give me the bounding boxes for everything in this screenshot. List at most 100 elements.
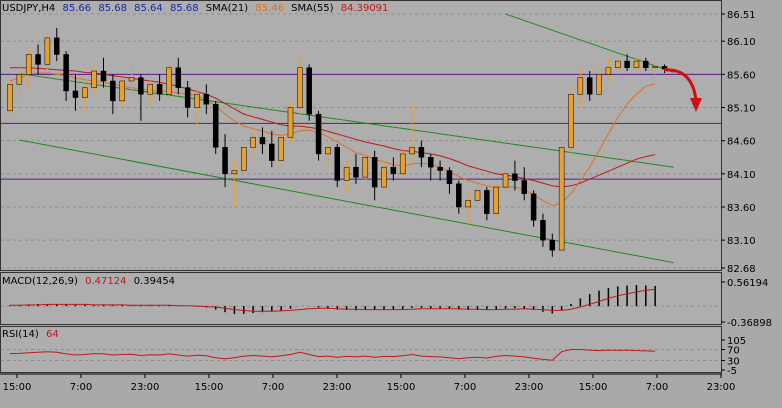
candle-body (409, 147, 415, 155)
candle-body (250, 137, 256, 148)
macd-header: MACD(12,26,9) 0.47124 0.39454 (2, 276, 175, 287)
candle-body (474, 190, 481, 201)
sma21-label: SMA(21) (206, 3, 248, 14)
macd-signal-line (10, 288, 656, 312)
candle-body (586, 77, 593, 95)
price-tick-label: 85.10 (727, 104, 756, 115)
candle-body (549, 239, 556, 251)
candle-body (128, 77, 135, 82)
candle-body (72, 90, 79, 98)
candle-body (110, 80, 116, 102)
candle-body (16, 74, 23, 85)
macd-value: 0.47124 (85, 276, 126, 287)
macd-tick-label: 0.56194 (727, 278, 768, 289)
candle-body (428, 156, 434, 168)
candle-body (493, 186, 499, 214)
candle-body (315, 113, 322, 155)
price-tick-label: 85.60 (727, 70, 756, 81)
candle-body (25, 54, 32, 75)
time-tick-label: 15:00 (579, 382, 608, 393)
candle-body (231, 170, 238, 175)
price-axis-bg (722, 0, 782, 405)
price-pane[interactable] (0, 0, 722, 271)
rsi-tick-label: 105 (727, 336, 746, 347)
ohlc-high: 85.68 (98, 3, 127, 14)
candle-body (100, 70, 107, 82)
time-tick-label: 23:00 (323, 382, 352, 393)
candle-body (568, 93, 574, 148)
time-tick-label: 23:00 (515, 382, 544, 393)
candle-body (184, 87, 191, 108)
main-header: USDJPY,H4 85.66 85.68 85.64 85.68 SMA(21… (2, 3, 388, 14)
candle-body (381, 166, 387, 188)
macd-tick-label: -0.36898 (727, 318, 772, 329)
price-tick-label: 86.10 (727, 37, 756, 48)
candle-body (297, 67, 303, 108)
candle-body (44, 37, 51, 65)
candle-body (194, 93, 200, 108)
candle-body (465, 200, 471, 208)
sma55-line (10, 67, 656, 188)
channel-trendline[interactable] (19, 139, 674, 264)
candle-body (353, 166, 359, 178)
candle-body (446, 170, 453, 185)
candle-body (278, 137, 284, 161)
candle-body (399, 153, 406, 175)
candle-body (203, 93, 210, 105)
sma21-value: 85.46 (255, 3, 284, 14)
candle-body (63, 54, 69, 92)
candle-body (212, 103, 219, 148)
candle-body (362, 156, 369, 178)
macd-label: MACD(12,26,9) (2, 276, 78, 287)
candle-body (91, 70, 97, 88)
candle-body (502, 173, 509, 188)
macd-signal-value: 0.39454 (134, 276, 175, 287)
price-tick-label: 86.51 (727, 10, 756, 21)
candle-body (166, 67, 172, 95)
candle-body (241, 147, 247, 171)
candle-body (259, 137, 266, 145)
time-tick-label: 15:00 (195, 382, 224, 393)
candle-body (643, 60, 649, 68)
macd-pane[interactable] (0, 272, 722, 325)
candle-body (652, 66, 658, 68)
time-tick-label: 7:00 (646, 382, 668, 393)
symbol-label: USDJPY,H4 (2, 3, 55, 14)
candle-body (521, 180, 527, 194)
rsi-label: RSI(14) (2, 329, 39, 340)
candle-body (147, 84, 153, 95)
candle-body (7, 84, 13, 112)
candle-body (54, 37, 60, 55)
time-tick-label: 7:00 (262, 382, 284, 393)
price-tick-label: 82.68 (727, 264, 756, 275)
sma21-line (9, 72, 656, 207)
rsi-value: 64 (46, 329, 59, 340)
channel-trendline[interactable] (19, 73, 674, 168)
price-tick-label: 84.60 (727, 137, 756, 148)
price-tick-label: 83.60 (727, 203, 756, 214)
price-tick-label: 83.10 (727, 236, 756, 247)
candle-body (558, 147, 565, 251)
candle-body (222, 147, 228, 175)
time-tick-label: 7:00 (70, 382, 92, 393)
forecast-arrow-head (690, 98, 702, 112)
rsi-line (9, 349, 656, 361)
candle-body (334, 147, 340, 181)
time-tick-label: 7:00 (454, 382, 476, 393)
candle-body (138, 77, 144, 95)
candle-body (512, 173, 518, 181)
rsi-header: RSI(14) 64 (2, 329, 59, 340)
candle-body (633, 60, 640, 68)
candle-body (624, 60, 630, 68)
candle-body (596, 74, 602, 95)
candle-body (418, 147, 425, 158)
candle-body (615, 60, 621, 68)
candle-body (390, 166, 397, 175)
candle-body (287, 107, 294, 138)
candle-body (484, 190, 490, 214)
rsi-tick-label: -5 (727, 366, 737, 377)
sma55-value: 84.39091 (341, 3, 389, 14)
candle-body (325, 147, 331, 155)
